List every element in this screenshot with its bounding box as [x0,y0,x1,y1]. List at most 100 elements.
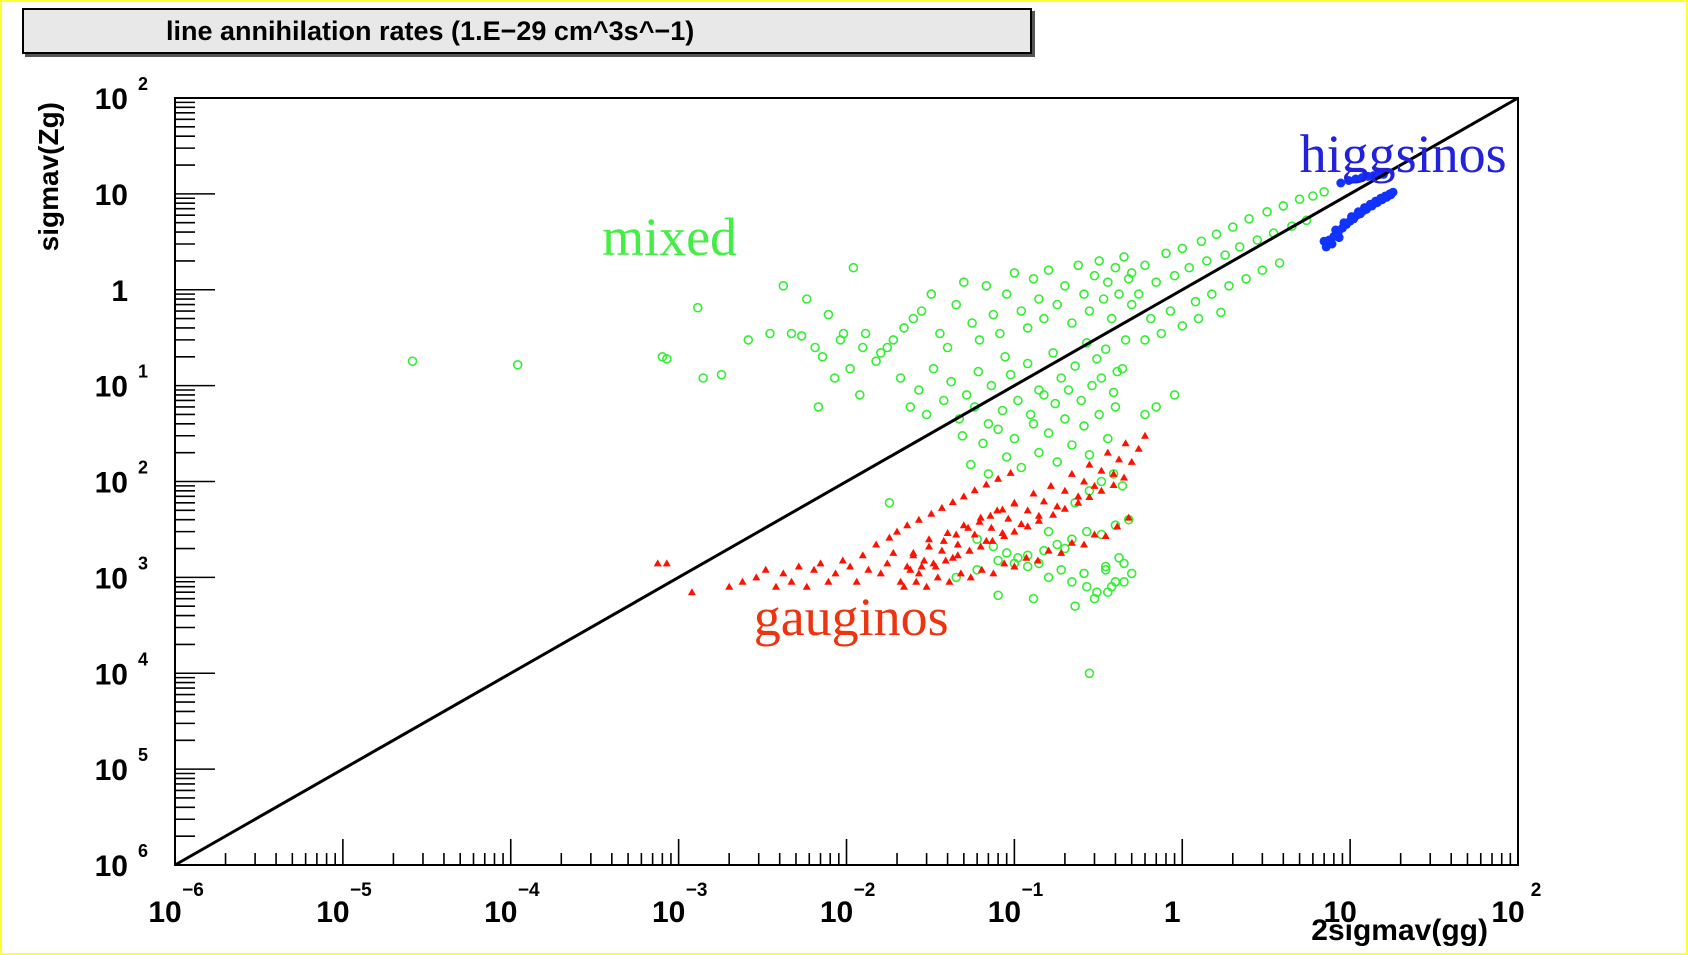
gaugino-point [876,569,885,577]
mixed-point [1100,564,1111,575]
gaugino-point [977,565,986,573]
mixed-point [1126,268,1137,278]
x-tick-label: 10 [1323,896,1356,929]
mixed-point [1079,421,1089,431]
mixed-point [1000,351,1010,362]
gaugino-point [1097,466,1106,474]
mixed-point [1151,277,1161,288]
gaugino-point [925,542,933,550]
mixed-point [1224,280,1234,291]
mixed-point [1034,447,1044,458]
gaugino-point [1034,516,1043,524]
gaugino-point [896,577,905,585]
mixed-point [1094,409,1104,420]
y-tick-exponent: 1 [138,362,148,382]
mixed-point [854,390,865,400]
gaugino-point [952,530,961,538]
gaugino-point [1000,532,1009,539]
mixed-point [995,328,1005,339]
mixed-point [1043,572,1054,583]
mixed-point [983,469,994,479]
gaugino-point [1023,506,1032,514]
gaugino-point [914,569,923,577]
mixed-point [1308,191,1318,201]
mixed-point [765,328,775,339]
mixed-point [1103,277,1113,288]
x-tick-exponent: −1 [1022,880,1044,901]
gaugino-point [725,582,734,590]
mixed-point [1067,318,1077,328]
gaugino-point [986,511,995,519]
mixed-point [698,373,709,383]
mixed-point [1070,601,1080,612]
gaugino-point [858,551,867,559]
mixed-point [961,390,972,400]
gaugino-point [945,577,954,585]
mixed-point [1079,289,1089,299]
mixed-point [1043,526,1054,537]
gaugino-point [927,509,936,517]
gaugino-point [1010,527,1019,535]
mixed-point [1060,543,1070,554]
gaugino-point [914,515,923,523]
mixed-point [1117,363,1128,374]
mixed-point [1043,265,1054,276]
gaugino-point [1010,562,1019,570]
mixed-point [1120,335,1131,345]
mixed-point [786,328,797,339]
mixed-point [1228,222,1238,232]
mixed-point [957,430,968,441]
mixed-point [1196,236,1207,247]
mixed-point [875,347,886,358]
gaugino-point [883,559,892,567]
mixed-point [983,418,994,429]
mixed-point [1177,243,1188,254]
gaugino-point [941,556,950,564]
mixed-point [1119,576,1129,587]
mixed-point [974,335,985,345]
mixed-point [1048,347,1058,358]
gaugino-point [1085,493,1094,500]
gaugino-point [953,551,962,559]
y-tick-label: 10 [95,658,128,691]
gaugino-point [976,542,985,550]
y-tick-exponent: 4 [138,649,148,669]
mixed-point [1034,294,1044,304]
gaugino-point [653,559,662,567]
annotation-gauginos: gauginos [754,587,949,647]
gaugino-point [906,565,915,573]
gaugino-point [1074,492,1083,500]
mixed-point [1100,561,1111,572]
x-tick-label: 10 [820,896,853,929]
mixed-point [1126,299,1137,310]
gaugino-point [1000,559,1009,567]
gaugino-point [920,556,929,564]
annotation-higgsinos: higgsinos [1300,124,1507,184]
gaugino-point [1127,457,1136,465]
mixed-point [1100,344,1111,355]
mixed-point [1114,289,1124,299]
mixed-point [951,299,962,310]
gaugino-point [893,527,901,535]
mixed-point [965,459,976,470]
mixed-point [1022,358,1033,369]
gaugino-point [761,565,770,573]
x-tick-exponent: −3 [686,880,708,901]
mixed-point [1106,313,1117,324]
mixed-point [993,555,1003,566]
gaugino-point [976,513,985,521]
mixed-point [1114,552,1124,563]
gaugino-point [922,582,931,590]
gaugino-point [1080,540,1088,548]
gaugino-point [1080,477,1088,485]
gaugino-point [948,498,957,506]
mixed-point [1079,568,1089,579]
mixed-point [997,405,1008,416]
gaugino-point [912,577,921,585]
gaugino-point [779,569,788,577]
gaugino-point [966,573,975,581]
mixed-point [1262,207,1272,217]
higgsino-point [1345,216,1355,226]
